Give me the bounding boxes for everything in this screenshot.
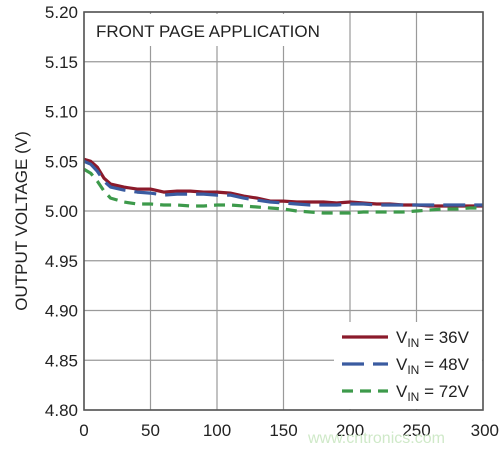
series-line-2 (83, 159, 483, 207)
y-tick-label: 5.00 (45, 202, 78, 221)
legend: VIN = 36V VIN = 48V VIN = 72V (334, 322, 482, 409)
y-tick-label: 4.95 (45, 252, 78, 271)
y-tick-label: 5.20 (45, 3, 78, 22)
chart-title-box: FRONT PAGE APPLICATION (88, 14, 334, 46)
series-lines (83, 157, 483, 215)
x-tick-label: 200 (336, 421, 364, 440)
chart-title: FRONT PAGE APPLICATION (96, 22, 320, 41)
x-tick-label: 100 (203, 421, 231, 440)
y-axis-label: OUTPUT VOLTAGE (V) (12, 131, 31, 310)
x-tick-label: 50 (141, 421, 160, 440)
y-tick-label: 5.10 (45, 103, 78, 122)
y-tick-label: 4.80 (45, 401, 78, 420)
x-tick-label: 250 (402, 421, 430, 440)
y-tick-label: 4.85 (45, 351, 78, 370)
y-tick-label: 5.15 (45, 53, 78, 72)
legend-label-3: VIN = 72V (396, 382, 470, 404)
y-tick-label: 4.90 (45, 302, 78, 321)
x-tick-label: 0 (79, 421, 88, 440)
y-axis-ticks: 5.20 5.15 5.10 5.05 5.00 4.95 4.90 4.85 4.80 (45, 3, 78, 420)
x-axis-ticks: 0 50 100 150 200 250 300 (79, 421, 499, 440)
legend-label-2: VIN = 48V (396, 355, 470, 377)
y-tick-label: 5.05 (45, 152, 78, 171)
x-tick-label: 150 (269, 421, 297, 440)
plot-frame (83, 11, 484, 411)
x-tick-label: 300 (471, 421, 499, 440)
legend-label-1: VIN = 36V (396, 328, 470, 350)
watermark: www.cntronics.com (307, 430, 445, 447)
series-line-3 (83, 167, 483, 215)
